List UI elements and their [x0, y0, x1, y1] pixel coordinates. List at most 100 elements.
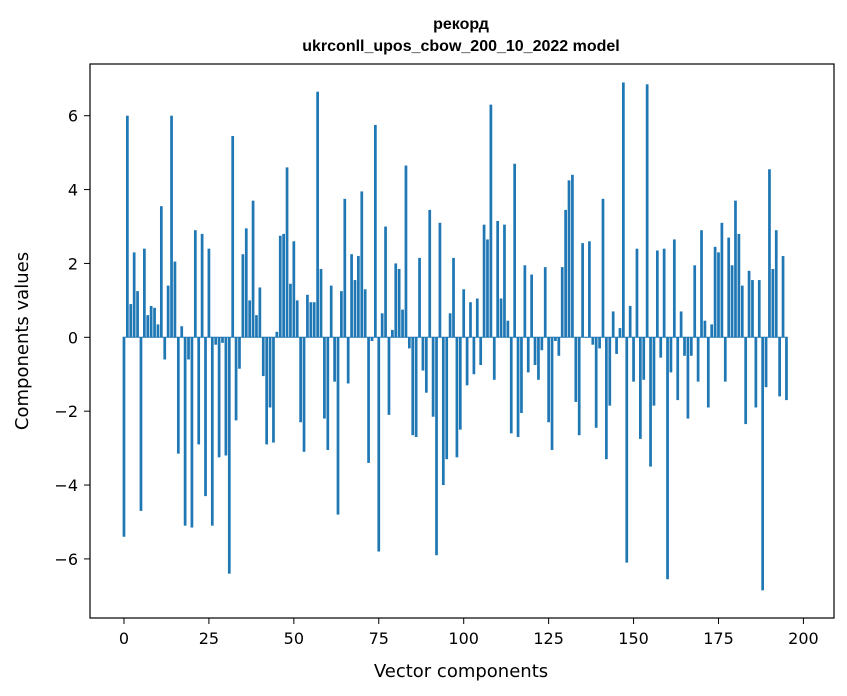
bar	[652, 337, 656, 406]
bar	[554, 337, 557, 341]
bar	[506, 320, 510, 338]
bar	[642, 337, 646, 380]
bar	[465, 337, 469, 386]
bar	[414, 337, 418, 438]
bar	[275, 331, 279, 338]
bar	[183, 337, 187, 526]
bar	[384, 226, 387, 338]
bar	[190, 337, 194, 528]
bar	[448, 313, 452, 338]
bar	[639, 337, 642, 439]
bar	[122, 337, 126, 537]
bar	[377, 337, 381, 552]
bar	[394, 263, 398, 338]
bar	[292, 241, 296, 338]
bar	[768, 169, 771, 338]
bar	[615, 337, 618, 354]
bar	[598, 337, 601, 349]
bar	[146, 315, 150, 338]
bar	[418, 257, 421, 338]
bar	[458, 337, 462, 430]
bar	[764, 337, 768, 388]
bar	[754, 337, 758, 408]
bar	[234, 337, 238, 421]
bar	[523, 265, 527, 338]
bar	[560, 267, 564, 338]
bar	[441, 337, 445, 486]
bar	[411, 337, 415, 436]
bar	[316, 91, 319, 338]
bar	[156, 324, 160, 338]
bar	[720, 222, 724, 338]
chart-title-line-1: рекорд	[433, 16, 489, 33]
bar	[771, 268, 775, 338]
bar	[285, 167, 289, 338]
bar	[628, 305, 632, 338]
bar	[747, 270, 751, 338]
bar	[431, 337, 435, 417]
bar	[513, 163, 517, 338]
bar	[526, 337, 530, 373]
bar	[717, 252, 720, 338]
bar	[445, 337, 449, 460]
bar	[533, 337, 537, 366]
bar	[306, 294, 309, 338]
bar	[244, 228, 248, 338]
y-tick-label: 6	[68, 107, 78, 126]
bar	[706, 337, 710, 408]
bar	[781, 256, 785, 338]
bar	[387, 337, 391, 415]
bar	[207, 248, 211, 338]
bar	[258, 287, 262, 338]
bar	[289, 283, 292, 338]
bar	[618, 328, 622, 338]
bar	[380, 313, 384, 338]
bar	[547, 337, 550, 423]
bar	[193, 230, 197, 338]
bar	[611, 311, 615, 338]
bar	[404, 165, 408, 338]
x-tick-label: 125	[533, 629, 564, 648]
bar	[564, 209, 567, 338]
bar	[723, 337, 727, 382]
bar	[139, 337, 143, 511]
bar	[363, 289, 367, 338]
bar	[367, 337, 370, 463]
bar	[326, 337, 330, 450]
bar	[475, 298, 479, 338]
bar	[200, 233, 204, 338]
bar	[197, 337, 201, 445]
bar	[686, 337, 690, 419]
bar	[353, 280, 357, 338]
bar	[214, 337, 218, 345]
bar	[645, 84, 649, 338]
bar	[550, 337, 554, 450]
bar	[689, 337, 693, 356]
bar	[622, 82, 625, 338]
bar	[740, 285, 744, 338]
bar	[261, 337, 265, 377]
bar	[210, 337, 214, 526]
bar	[557, 337, 561, 356]
bar	[666, 337, 669, 580]
bar	[594, 337, 598, 428]
bar	[278, 235, 282, 338]
bar	[700, 230, 703, 338]
bar	[492, 337, 496, 380]
bar	[469, 302, 472, 338]
bar	[635, 248, 639, 338]
bar	[574, 337, 578, 402]
bar	[591, 337, 595, 345]
y-tick-label: 4	[68, 181, 78, 200]
bar	[126, 115, 129, 338]
bar	[499, 298, 503, 338]
bar	[543, 267, 547, 338]
bars-group	[122, 82, 788, 591]
bar	[751, 280, 754, 338]
x-tick-label: 25	[199, 629, 219, 648]
bar	[323, 337, 326, 419]
bar	[312, 302, 316, 338]
bar	[132, 252, 136, 338]
x-tick-label: 75	[369, 629, 389, 648]
bar	[357, 256, 360, 338]
